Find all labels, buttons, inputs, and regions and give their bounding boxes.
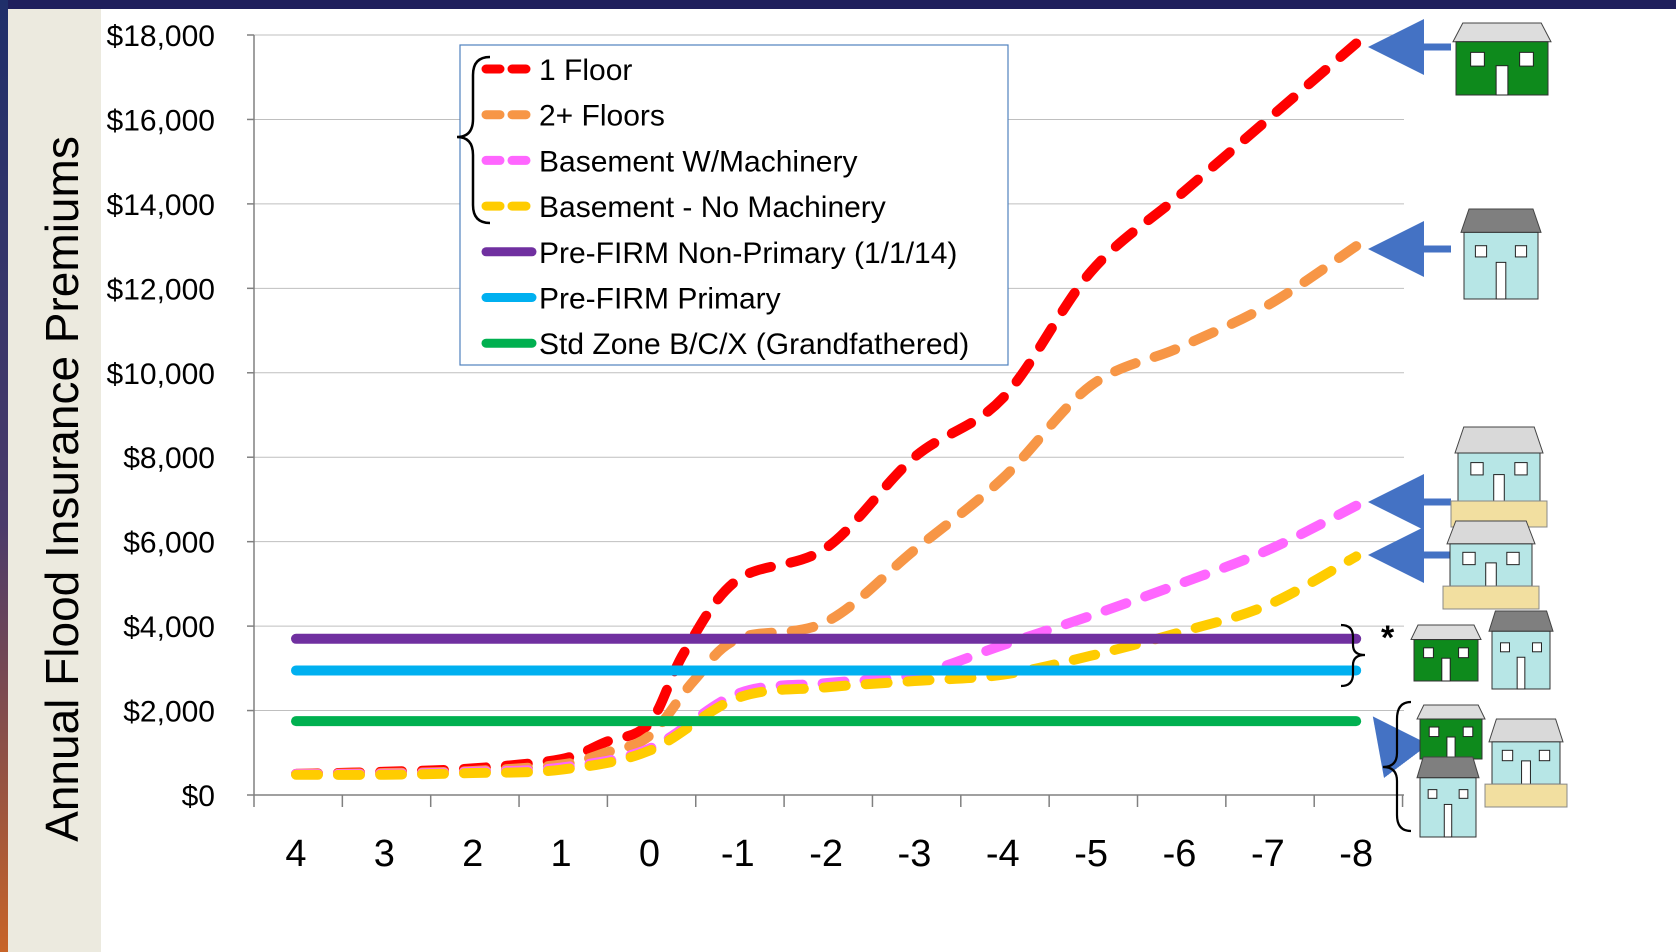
house-window — [1470, 51, 1485, 67]
series-line — [291, 551, 1362, 780]
house-window — [1500, 642, 1510, 653]
house-grandfathered-1floor-icon — [1416, 704, 1486, 760]
x-tick-label: -7 — [1251, 833, 1285, 875]
house-window — [1538, 749, 1551, 762]
x-tick-label: 2 — [462, 833, 483, 875]
house-roof — [1446, 520, 1536, 545]
series-line — [291, 241, 1362, 779]
house-window — [1423, 647, 1434, 659]
house-door — [1441, 657, 1451, 682]
brace-prefirm — [1340, 623, 1366, 688]
y-tick-label: $10,000 — [107, 358, 215, 391]
x-tick-label: -6 — [1163, 833, 1197, 875]
x-tick-label: -8 — [1339, 833, 1373, 875]
house-1floor-icon — [1452, 22, 1552, 96]
y-tick-label: $4,000 — [123, 611, 215, 644]
house-roof — [1488, 718, 1564, 743]
x-tick-label: 4 — [285, 833, 306, 875]
legend-entry: Pre-FIRM Primary — [539, 283, 781, 316]
house-basement — [1442, 585, 1540, 610]
series-lines — [291, 38, 1362, 780]
house-door — [1495, 261, 1507, 300]
house-window — [1470, 462, 1484, 476]
x-tick-label: 0 — [639, 833, 660, 875]
x-tick-label: -5 — [1074, 833, 1108, 875]
y-tick-label: $16,000 — [107, 104, 215, 137]
house-window — [1427, 789, 1438, 799]
house-roof — [1410, 624, 1482, 641]
house-prefirm-2floor-icon — [1488, 610, 1554, 690]
y-tick-label: $0 — [182, 780, 215, 813]
y-tick-label: $14,000 — [107, 189, 215, 222]
house-window — [1458, 789, 1469, 799]
house-window — [1532, 642, 1542, 653]
axes: $0 $2,000 $4,000 $6,000 $8,000 $10,000 $12,000… — [107, 20, 1404, 875]
legend-entry: 1 Floor — [539, 54, 632, 87]
house-roof — [1460, 208, 1542, 233]
house-roof — [1488, 610, 1554, 632]
legend-entry: Pre-FIRM Non-Primary (1/1/14) — [539, 237, 957, 270]
house-window — [1519, 51, 1534, 67]
legend-brace — [456, 55, 491, 225]
y-tick-label: $2,000 — [123, 696, 215, 729]
house-door — [1446, 736, 1456, 760]
house-grandfathered-2floor-icon — [1416, 756, 1480, 838]
house-roof — [1416, 756, 1480, 779]
house-window — [1474, 245, 1488, 258]
house-window — [1514, 245, 1528, 258]
title-bar — [0, 0, 1676, 9]
house-roof — [1454, 426, 1544, 454]
legend: 1 Floor 2+ Floors Basement W/Machinery Base… — [456, 44, 1009, 366]
house-roof — [1452, 22, 1552, 43]
legend-entry: Std Zone B/C/X (Grandfathered) — [539, 328, 969, 361]
house-door — [1443, 803, 1453, 838]
house-window — [1462, 726, 1474, 738]
x-tick-label: -4 — [986, 833, 1020, 875]
house-basement — [1484, 783, 1568, 808]
slide-border — [0, 0, 8, 952]
y-axis-label: Annual Flood Insurance Premiums — [36, 136, 88, 842]
house-window — [1506, 551, 1520, 566]
house-window — [1501, 749, 1514, 762]
y-tick-label: $6,000 — [123, 527, 215, 560]
house-window — [1514, 462, 1528, 476]
flood-premium-chart: $0 $2,000 $4,000 $6,000 $8,000 $10,000 $12,000… — [107, 19, 1568, 875]
x-tick-label: 3 — [374, 833, 395, 875]
house-door — [1495, 65, 1509, 96]
y-tick-label: $12,000 — [107, 273, 215, 306]
x-tick-label: -3 — [898, 833, 932, 875]
house-door — [1521, 760, 1531, 785]
house-window — [1428, 726, 1440, 738]
legend-entry: Basement - No Machinery — [539, 191, 886, 224]
house-grandfathered-basement-icon — [1484, 718, 1568, 808]
brace-grandfathered — [1382, 700, 1412, 833]
x-tick-label: 1 — [550, 833, 571, 875]
legend-box — [459, 44, 1009, 366]
house-door — [1516, 656, 1526, 690]
x-tick-label: -1 — [721, 833, 755, 875]
house-annotations: * — [1340, 19, 1568, 838]
legend-entry: Basement W/Machinery — [539, 145, 857, 178]
house-2floors-icon — [1460, 208, 1542, 300]
asterisk-annotation: * — [1381, 619, 1395, 657]
house-door — [1493, 474, 1505, 502]
y-tick-label: $8,000 — [123, 442, 215, 475]
y-axis-label-panel: Annual Flood Insurance Premiums — [8, 9, 101, 952]
house-roof — [1416, 704, 1486, 720]
x-tick-label: -2 — [809, 833, 843, 875]
house-prefirm-1floor-icon — [1410, 624, 1482, 682]
house-window — [1462, 551, 1476, 566]
house-window — [1458, 647, 1469, 659]
house-basement-no-machinery-icon — [1442, 520, 1540, 610]
house-basement-machinery-icon — [1450, 426, 1548, 528]
legend-entry: 2+ Floors — [539, 100, 665, 133]
house-door — [1485, 562, 1497, 587]
y-tick-label: $18,000 — [107, 20, 215, 53]
